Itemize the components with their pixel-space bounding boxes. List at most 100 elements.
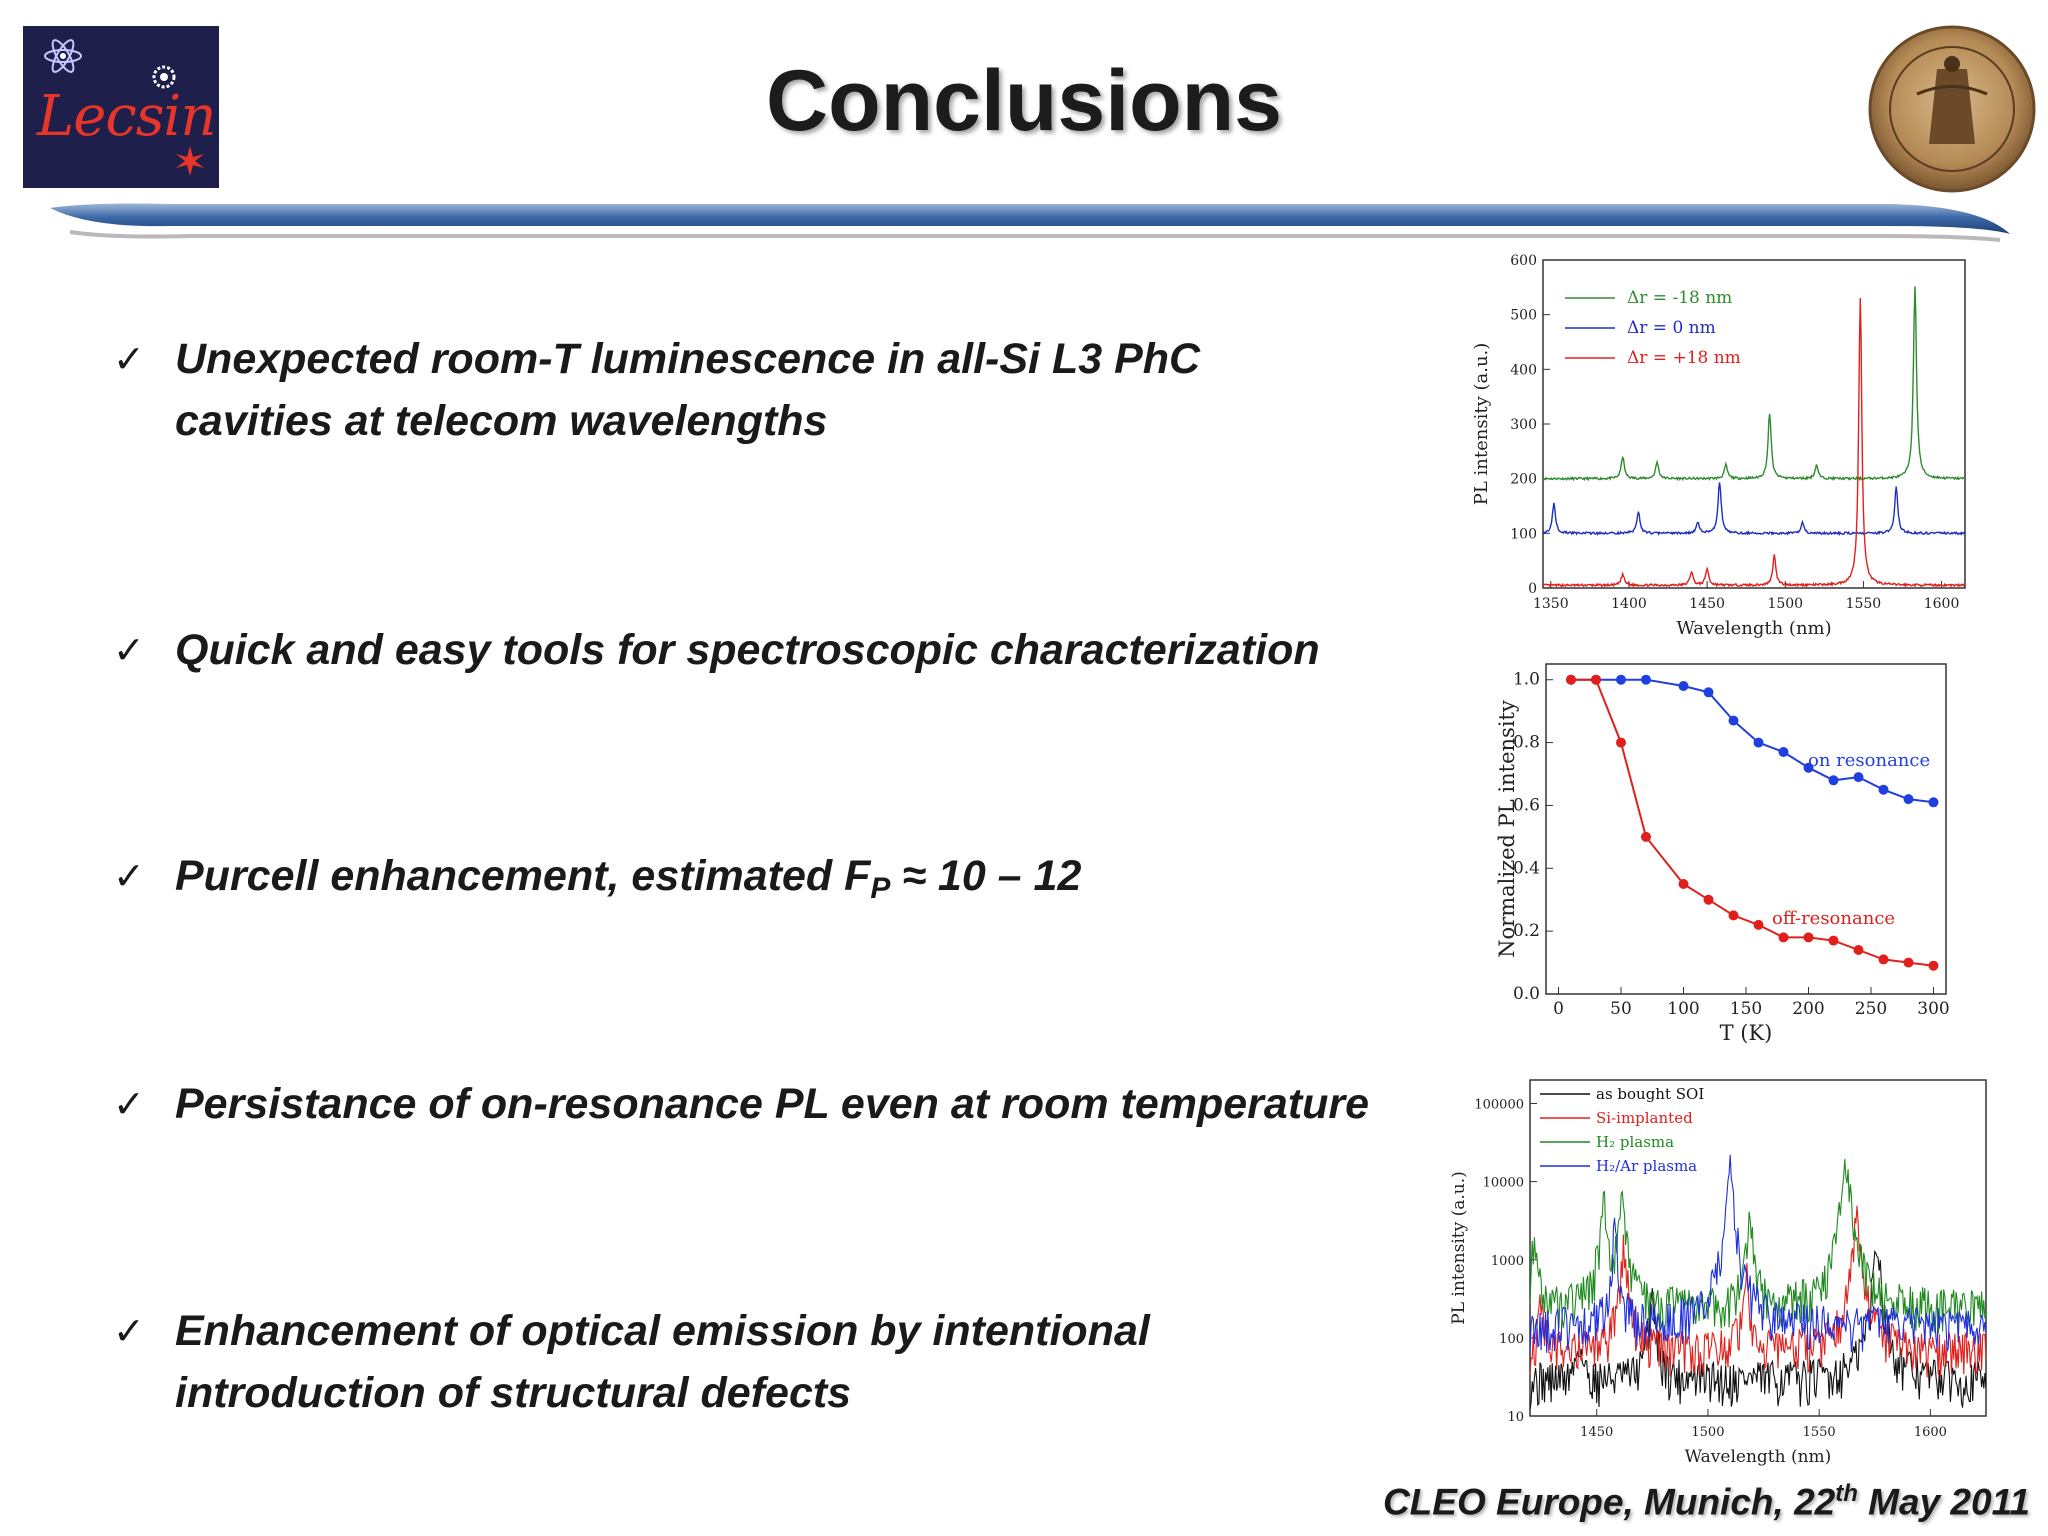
slide-title: Conclusions [765, 53, 1283, 149]
y-tick-label: 1000 [1491, 1254, 1524, 1269]
data-point [1928, 960, 1939, 971]
bullet-3-text: Purcell enhancement, estimated F [175, 852, 871, 900]
footer-conference: CLEO Europe, Munich, 22th May 2011 [1383, 1480, 2030, 1523]
bullet-1-line-2: cavities at telecom wavelengths [175, 397, 828, 445]
data-point [1803, 762, 1814, 773]
data-point [1678, 879, 1689, 889]
chart-normalized-pl-vs-temperature: 0 50 100 150 200 250 300 0.0 0.2 0.4 0.6 0.8 1.0 T (K… [1495, 663, 1950, 1045]
x-tick-label: 1400 [1611, 596, 1647, 612]
x-tick-label: 1600 [1924, 596, 1960, 612]
data-point [1703, 687, 1714, 698]
legend-label-2: Si-implanted [1596, 1109, 1693, 1127]
checkmark-icon: ✓ [113, 337, 145, 381]
checkmark-icon: ✓ [113, 1082, 145, 1126]
data-point [1878, 954, 1889, 965]
data-point [1828, 935, 1839, 946]
x-tick-label: 1500 [1767, 596, 1803, 612]
series-label-on-resonance: on resonance [1808, 750, 1930, 771]
data-point [1828, 775, 1839, 786]
series-line-1 [1529, 1249, 1987, 1410]
series-line-3 [1529, 1159, 1987, 1334]
bullet-2-line-1: Quick and easy tools for spectroscopic c… [175, 626, 1320, 674]
x-tick-label: 1350 [1533, 596, 1569, 612]
logo-text: Lecsin [37, 84, 216, 149]
x-tick-label: 300 [1917, 999, 1949, 1019]
plot-frame [1545, 663, 1947, 995]
checkmark-icon: ✓ [113, 628, 145, 672]
bullet-4-line-1: Persistance of on-resonance PL even at r… [175, 1080, 1370, 1128]
title-divider-bar [50, 203, 2010, 242]
footer-superscript: th [1835, 1480, 1858, 1507]
data-point [1778, 747, 1789, 757]
x-tick-label: 250 [1855, 999, 1887, 1019]
data-point [1641, 831, 1651, 842]
x-tick-label: 150 [1730, 999, 1762, 1019]
plot-frame [1542, 259, 1966, 589]
y-axis-label: Normalized PL intensity [1495, 700, 1519, 958]
x-tick-label: 1450 [1580, 1425, 1613, 1440]
y-tick-label: 10000 [1483, 1176, 1524, 1191]
lecsin-logo: Lecsin [23, 26, 219, 188]
x-tick-label: 50 [1610, 999, 1632, 1019]
y-tick-label: 100000 [1474, 1098, 1524, 1113]
bullet-5-line-1: Enhancement of optical emission by inten… [175, 1307, 1150, 1355]
legend-label-3: H₂ plasma [1596, 1133, 1674, 1151]
data-point [1566, 674, 1576, 685]
bullet-1-line-1: Unexpected room-T luminescence in all-Si… [175, 335, 1201, 383]
series-line-1 [1542, 286, 1966, 482]
x-axis-label: T (K) [1720, 1021, 1773, 1045]
x-tick-label: 1550 [1846, 596, 1882, 612]
checkmark-icon: ✓ [113, 854, 145, 898]
laser-spark-icon [176, 146, 204, 176]
x-tick-label: 0 [1553, 999, 1564, 1019]
chart-pl-defects-log: 1450 1500 1550 1600 10 100 1000 10000 100000 Wave… [1449, 1079, 1987, 1467]
y-tick-label: 600 [1510, 253, 1537, 269]
legend-label-1: Δr = -18 nm [1627, 288, 1732, 308]
data-point [1878, 784, 1889, 795]
y-tick-label: 0.6 [1513, 795, 1540, 815]
x-axis-label: Wavelength (nm) [1676, 618, 1831, 639]
y-tick-label: 0.2 [1513, 921, 1540, 941]
data-point [1703, 894, 1714, 905]
y-tick-label: 1.0 [1513, 670, 1540, 690]
data-point [1728, 715, 1739, 726]
plot-frame [1529, 1079, 1987, 1417]
crystal-icon [152, 65, 176, 89]
y-tick-label: 0 [1528, 581, 1537, 597]
data-point [1903, 794, 1914, 805]
legend-label-4: H₂/Ar plasma [1596, 1157, 1697, 1175]
series-line-2 [1542, 482, 1966, 537]
legend-label-3: Δr = +18 nm [1627, 348, 1741, 368]
y-tick-label: 100 [1499, 1332, 1524, 1347]
series-line-3 [1542, 297, 1966, 589]
y-axis-label: PL intensity (a.u.) [1449, 1171, 1469, 1325]
y-tick-label: 100 [1510, 526, 1537, 542]
data-point [1803, 932, 1814, 943]
atom-icon [44, 39, 82, 73]
data-point [1616, 674, 1626, 685]
data-point [1753, 737, 1764, 748]
footer-text: CLEO Europe, Munich, 22 [1382, 1481, 1836, 1523]
y-tick-label: 10 [1507, 1410, 1524, 1425]
bullet-5-line-2: introduction of structural defects [175, 1369, 852, 1417]
data-point [1853, 945, 1864, 955]
y-tick-label: 500 [1510, 308, 1537, 324]
x-tick-label: 100 [1667, 999, 1699, 1019]
data-point [1591, 674, 1601, 685]
x-tick-label: 1450 [1689, 596, 1725, 612]
legend-label-1: as bought SOI [1596, 1085, 1704, 1103]
x-axis-label: Wavelength (nm) [1685, 1447, 1832, 1467]
series-line-4 [1529, 1154, 1987, 1355]
data-point [1641, 674, 1651, 685]
x-tick-label: 1600 [1914, 1425, 1947, 1440]
y-axis-label: PL intensity (a.u.) [1471, 343, 1492, 506]
y-tick-label: 0.8 [1513, 733, 1540, 753]
university-seal [1868, 25, 2036, 193]
y-tick-label: 400 [1510, 362, 1537, 378]
footer-date: May 2011 [1857, 1481, 2030, 1523]
legend-label-2: Δr = 0 nm [1627, 318, 1716, 338]
bullet-3-value: ≈ 10 – 12 [890, 852, 1082, 900]
x-tick-label: 200 [1792, 999, 1824, 1019]
data-point [1903, 957, 1914, 968]
series-line-2 [1529, 1205, 1987, 1378]
